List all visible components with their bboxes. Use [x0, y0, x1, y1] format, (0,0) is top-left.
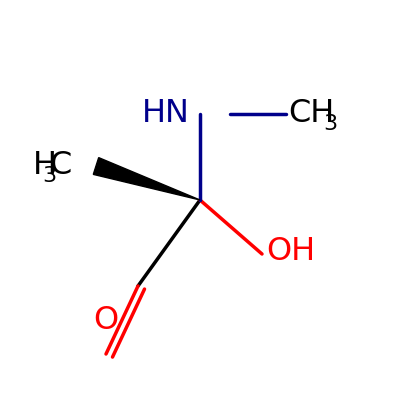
- Text: C: C: [49, 150, 72, 182]
- Text: CH: CH: [288, 98, 334, 130]
- Text: 3: 3: [323, 114, 337, 134]
- Text: O: O: [94, 305, 118, 336]
- Text: 3: 3: [42, 166, 56, 186]
- Polygon shape: [93, 158, 200, 200]
- Text: HN: HN: [142, 98, 190, 130]
- Text: H: H: [33, 150, 57, 182]
- Text: OH: OH: [266, 236, 315, 268]
